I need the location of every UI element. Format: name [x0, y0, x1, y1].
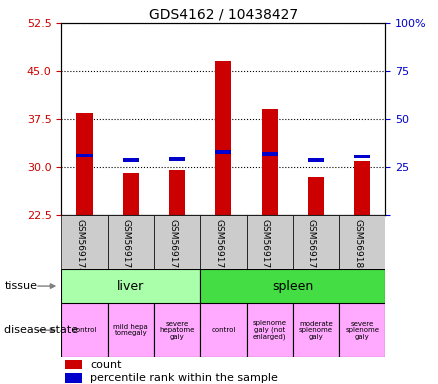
Bar: [261, 109, 278, 215]
Text: severe
hepatome
galy: severe hepatome galy: [159, 321, 195, 340]
Bar: [154, 303, 200, 357]
Text: splenome
galy (not
enlarged): splenome galy (not enlarged): [253, 320, 287, 340]
Bar: [108, 303, 154, 357]
Text: GSM569177: GSM569177: [214, 219, 223, 274]
Text: mild hepa
tomegaly: mild hepa tomegaly: [113, 324, 148, 336]
FancyBboxPatch shape: [200, 215, 247, 269]
Bar: [261, 152, 278, 156]
FancyBboxPatch shape: [293, 215, 339, 269]
FancyBboxPatch shape: [154, 215, 200, 269]
Bar: [61, 269, 200, 303]
Text: count: count: [91, 360, 122, 370]
Text: GSM569176: GSM569176: [168, 219, 177, 274]
Text: control: control: [72, 327, 97, 333]
Text: GSM569178: GSM569178: [261, 219, 270, 274]
Bar: [76, 154, 92, 157]
Bar: [64, 360, 82, 369]
Text: disease state: disease state: [4, 325, 78, 335]
Title: GDS4162 / 10438427: GDS4162 / 10438427: [149, 8, 298, 22]
Bar: [354, 155, 371, 159]
Text: moderate
splenome
galy: moderate splenome galy: [299, 321, 333, 340]
Bar: [61, 303, 108, 357]
Text: tissue: tissue: [4, 281, 37, 291]
FancyBboxPatch shape: [339, 215, 385, 269]
Bar: [200, 303, 247, 357]
Bar: [123, 159, 139, 162]
Bar: [339, 303, 385, 357]
Text: spleen: spleen: [272, 280, 314, 293]
Text: percentile rank within the sample: percentile rank within the sample: [91, 373, 279, 383]
Bar: [354, 161, 371, 215]
Bar: [76, 113, 92, 215]
Bar: [215, 150, 231, 154]
FancyBboxPatch shape: [108, 215, 154, 269]
Text: GSM569175: GSM569175: [122, 219, 131, 274]
Bar: [247, 303, 293, 357]
Bar: [215, 61, 231, 215]
Bar: [123, 174, 139, 215]
FancyBboxPatch shape: [247, 215, 293, 269]
Bar: [169, 157, 185, 161]
Text: liver: liver: [117, 280, 145, 293]
Text: GSM569174: GSM569174: [75, 219, 85, 274]
Bar: [169, 170, 185, 215]
Bar: [308, 177, 324, 215]
Text: GSM569179: GSM569179: [307, 219, 316, 274]
FancyBboxPatch shape: [61, 215, 108, 269]
Bar: [64, 373, 82, 382]
Bar: [200, 269, 385, 303]
Text: severe
splenome
galy: severe splenome galy: [345, 321, 379, 340]
Text: control: control: [211, 327, 236, 333]
Text: GSM569180: GSM569180: [353, 219, 362, 274]
Bar: [308, 159, 324, 162]
Bar: [293, 303, 339, 357]
